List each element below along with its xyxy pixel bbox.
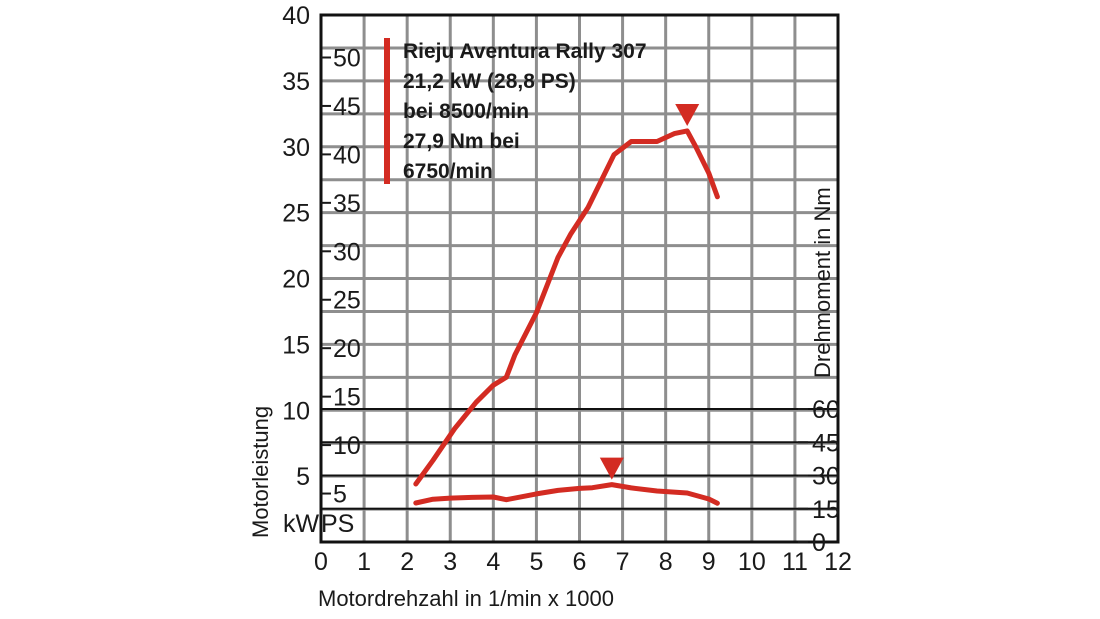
ps-tick-label: 25: [333, 287, 361, 315]
power-peak-marker: [675, 103, 700, 126]
x-tick-label: 5: [529, 548, 543, 576]
kw-tick-label: 5: [296, 463, 310, 491]
x-tick-label: 1: [357, 548, 371, 576]
y-axis-title-left: Motorleistung: [248, 406, 273, 538]
ps-tick-label: 10: [333, 432, 361, 460]
torque-axis-ticks: 0 15 30 45 60: [798, 396, 840, 557]
torque-peak-marker: [599, 457, 624, 480]
series-layer: [413, 128, 720, 506]
kw-unit-label: kW: [283, 510, 320, 538]
x-tick-label: 0: [314, 548, 328, 576]
ps-tick-label: 40: [333, 141, 361, 169]
x-tick-label: 11: [782, 548, 808, 576]
torque-series-line: [413, 482, 720, 506]
nm-tick-label: 60: [812, 396, 840, 424]
x-tick-label: 3: [443, 548, 457, 576]
kw-tick-label: 40: [282, 2, 310, 30]
x-tick-label: 4: [486, 548, 500, 576]
x-tick-label: 10: [738, 548, 766, 576]
y-axis-title-right: Drehmoment in Nm: [810, 187, 835, 378]
kw-tick-label: 25: [282, 200, 310, 228]
kw-axis-ticks: 5 10 15 20 25 30 35 40: [282, 2, 310, 491]
ps-tick-label: 5: [333, 481, 347, 509]
x-tick-label: 6: [573, 548, 587, 576]
kw-tick-label: 20: [282, 266, 310, 294]
legend-line-1: Rieju Aventura Rally 307: [403, 40, 647, 63]
x-tick-label: 7: [616, 548, 630, 576]
x-axis-ticks: 0 1 2 3 4 5 6 7 8 9 10 11 12: [314, 548, 852, 576]
ps-tick-label: 20: [333, 335, 361, 363]
ps-tick-label: 50: [333, 44, 361, 72]
ps-unit-label: PS: [321, 510, 354, 538]
kw-tick-label: 10: [282, 397, 310, 425]
x-tick-label: 9: [702, 548, 716, 576]
legend-line-5: 6750/min: [403, 160, 493, 183]
ps-tick-label: 45: [333, 93, 361, 121]
legend-line-2: 21,2 kW (28,8 PS): [403, 70, 576, 93]
legend-line-4: 27,9 Nm bei: [403, 130, 520, 153]
x-tick-label: 12: [824, 548, 852, 576]
nm-tick-label: 45: [812, 429, 840, 457]
ps-axis-ticks: 5 10 15 20 25 30 35 40 45 50: [321, 44, 361, 509]
power-series-line: [413, 128, 720, 487]
nm-tick-label: 15: [812, 496, 840, 524]
ps-tick-label: 15: [333, 384, 361, 412]
marker-layer: [599, 103, 700, 480]
plot-frame: [319, 13, 840, 544]
kw-tick-label: 30: [282, 134, 310, 162]
torque-band-lines: [319, 13, 840, 544]
ps-tick-label: 30: [333, 238, 361, 266]
legend-line-3: bei 8500/min: [403, 100, 529, 123]
kw-tick-label: 15: [282, 331, 310, 359]
nm-tick-label: 0: [812, 529, 826, 557]
nm-tick-label: 30: [812, 463, 840, 491]
kw-tick-label: 35: [282, 68, 310, 96]
x-tick-label: 8: [659, 548, 673, 576]
x-axis-title: Motordrehzahl in 1/min x 1000: [318, 586, 614, 611]
grid: [319, 13, 840, 544]
ps-tick-label: 35: [333, 190, 361, 218]
x-tick-label: 2: [400, 548, 414, 576]
legend-swatch: [384, 38, 390, 184]
